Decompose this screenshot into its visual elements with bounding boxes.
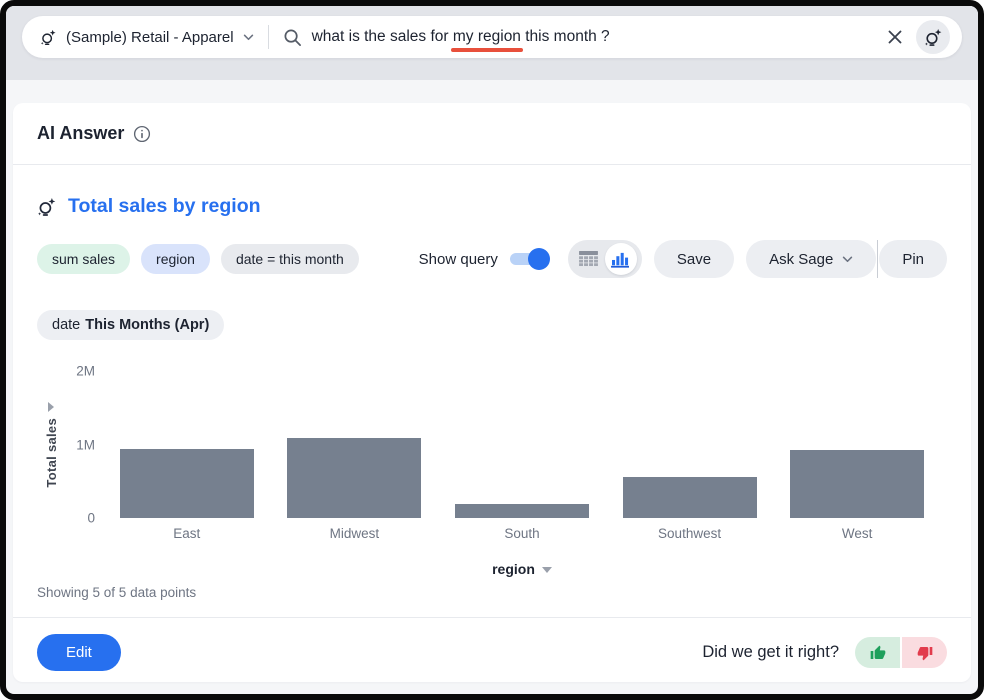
close-icon — [888, 30, 902, 44]
bar-southwest[interactable] — [622, 476, 757, 518]
y-tick-2m: 2M — [76, 363, 95, 379]
bar-midwest[interactable] — [287, 437, 422, 518]
info-icon[interactable] — [133, 125, 151, 143]
chevron-down-icon — [243, 34, 254, 41]
bar-group — [103, 371, 271, 518]
thumbs-up-icon — [870, 645, 886, 661]
toggle-knob — [527, 248, 550, 270]
ask-sage-button[interactable]: Ask Sage — [746, 240, 877, 278]
chevron-down-icon — [842, 256, 853, 263]
panel-title: AI Answer — [37, 123, 125, 143]
data-source-selector[interactable]: (Sample) Retail - Apparel — [40, 29, 254, 46]
x-tick-south: South — [504, 526, 540, 541]
top-bar: (Sample) Retail - Apparel what is the sa… — [6, 6, 978, 80]
table-view-button[interactable] — [573, 243, 605, 275]
y-axis-title-column: Total sales — [33, 371, 69, 518]
bar-group — [606, 371, 774, 518]
bar-plot — [103, 371, 941, 518]
feedback-buttons — [855, 637, 947, 668]
query-tokens-row: sum sales region date = this month Show … — [13, 218, 971, 278]
ask-sage-label: Ask Sage — [769, 250, 834, 268]
card-footer: Edit Did we get it right? — [13, 618, 971, 671]
sage-icon — [37, 197, 57, 217]
x-tick-west: West — [841, 526, 873, 541]
card-header: AI Answer — [13, 103, 971, 165]
view-switcher — [567, 240, 642, 278]
date-chip-prefix: date — [52, 317, 81, 333]
answer-title-row: Total sales by region — [13, 165, 971, 218]
query-text-suffix: this month ? — [520, 28, 610, 45]
sage-icon — [40, 29, 57, 46]
x-tick-midwest: Midwest — [329, 526, 380, 541]
search-icon — [283, 28, 302, 47]
show-query-toggle[interactable] — [509, 248, 550, 270]
edit-button[interactable]: Edit — [37, 634, 121, 671]
y-axis-ticks: 2M 1M 0 — [69, 364, 103, 526]
bar-group — [773, 371, 941, 518]
y-tick-1m: 1M — [76, 437, 95, 452]
thumbs-down-button[interactable] — [902, 637, 947, 668]
query-text-highlighted: my region — [452, 28, 521, 45]
bar-east[interactable] — [119, 448, 254, 518]
data-points-summary: Showing 5 of 5 data points — [37, 585, 197, 600]
token-attribute[interactable]: region — [141, 244, 210, 274]
date-chip-value: This Months (Apr) — [85, 317, 210, 333]
chart-view-button[interactable] — [604, 243, 637, 275]
plot-column: East Midwest South Southwest West region — [103, 371, 941, 577]
date-filter-chip[interactable]: date This Months (Apr) — [37, 310, 225, 340]
y-axis-title: Total sales — [43, 417, 59, 488]
clear-search-button[interactable] — [882, 24, 908, 50]
show-query-label: Show query — [418, 250, 498, 268]
query-text-prefix: what is the sales for — [311, 28, 453, 45]
answer-title: Total sales by region — [68, 195, 261, 217]
footer-divider — [13, 617, 971, 618]
button-divider — [877, 240, 879, 278]
x-axis-title-label: region — [492, 561, 535, 577]
bar-group — [438, 371, 606, 518]
pin-button[interactable]: Pin — [879, 240, 947, 278]
x-axis-dropdown-icon — [541, 567, 552, 573]
x-tick-southwest: Southwest — [658, 526, 722, 541]
bar-chart-icon — [611, 251, 630, 268]
search-input[interactable]: what is the sales for my region this mon… — [312, 28, 882, 46]
ai-answer-card: AI Answer Total sales by region sum sale… — [13, 103, 971, 682]
ask-sage-icon-button[interactable] — [916, 20, 950, 54]
answer-controls: Show query — [419, 240, 947, 278]
bar-west[interactable] — [790, 449, 925, 518]
x-tick-east: East — [173, 526, 201, 541]
search-bar: (Sample) Retail - Apparel what is the sa… — [22, 16, 962, 58]
token-measure[interactable]: sum sales — [37, 244, 131, 274]
axis-expand-icon[interactable] — [48, 401, 54, 412]
feedback-question: Did we get it right? — [702, 643, 839, 661]
feedback-section: Did we get it right? — [702, 637, 947, 668]
bar-chart: Total sales 2M 1M 0 East Midwest South Sout… — [33, 364, 941, 577]
x-axis-labels: East Midwest South Southwest West — [103, 526, 941, 541]
x-axis-title[interactable]: region — [103, 561, 941, 577]
thumbs-up-button[interactable] — [855, 637, 900, 668]
save-button[interactable]: Save — [653, 240, 735, 278]
data-source-label: (Sample) Retail - Apparel — [66, 28, 234, 46]
y-tick-0: 0 — [87, 510, 95, 526]
thumbs-down-icon — [917, 645, 933, 661]
table-icon — [579, 251, 598, 268]
sage-icon — [924, 28, 943, 47]
bar-group — [271, 371, 439, 518]
bar-south[interactable] — [454, 504, 590, 518]
token-filter[interactable]: date = this month — [220, 244, 359, 274]
search-divider — [267, 25, 269, 49]
